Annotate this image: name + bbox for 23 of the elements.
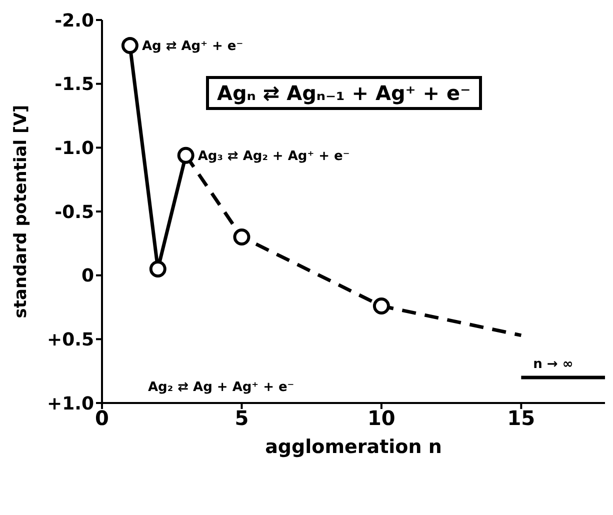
x-tick-label: 15: [507, 406, 536, 430]
point: [121, 37, 138, 54]
y-tick-label: -1.5: [54, 74, 94, 96]
y-axis-title: standard potential [V]: [11, 104, 32, 318]
annotation: Ag₃ ⇄ Ag₂ + Ag⁺ + e⁻: [198, 148, 350, 164]
y-tick-label: +1.0: [47, 393, 94, 414]
annotation: Ag₂ ⇄ Ag + Ag⁺ + e⁻: [148, 380, 294, 395]
y-tick-label: +0.5: [47, 330, 94, 351]
x-tick-label: 5: [234, 406, 249, 430]
point: [177, 146, 194, 164]
y-tick-label: -0.5: [54, 202, 94, 223]
x-axis-title: agglomeration n: [265, 436, 442, 458]
y-tick-label: -2.0: [54, 10, 94, 32]
point: [372, 297, 390, 314]
y-tick-label: 0: [81, 266, 94, 287]
x-tick-label: 0: [95, 406, 109, 430]
x-tick-label: 10: [368, 406, 396, 430]
annotation: n → ∞: [533, 357, 574, 372]
point: [149, 260, 166, 278]
y-tick-label: -1.0: [54, 138, 94, 160]
point: [233, 228, 250, 246]
annotation: Agₙ ⇄ Agₙ₋₁ + Ag⁺ + e⁻: [206, 76, 482, 110]
annotation: Ag ⇄ Ag⁺ + e⁻: [142, 39, 244, 54]
